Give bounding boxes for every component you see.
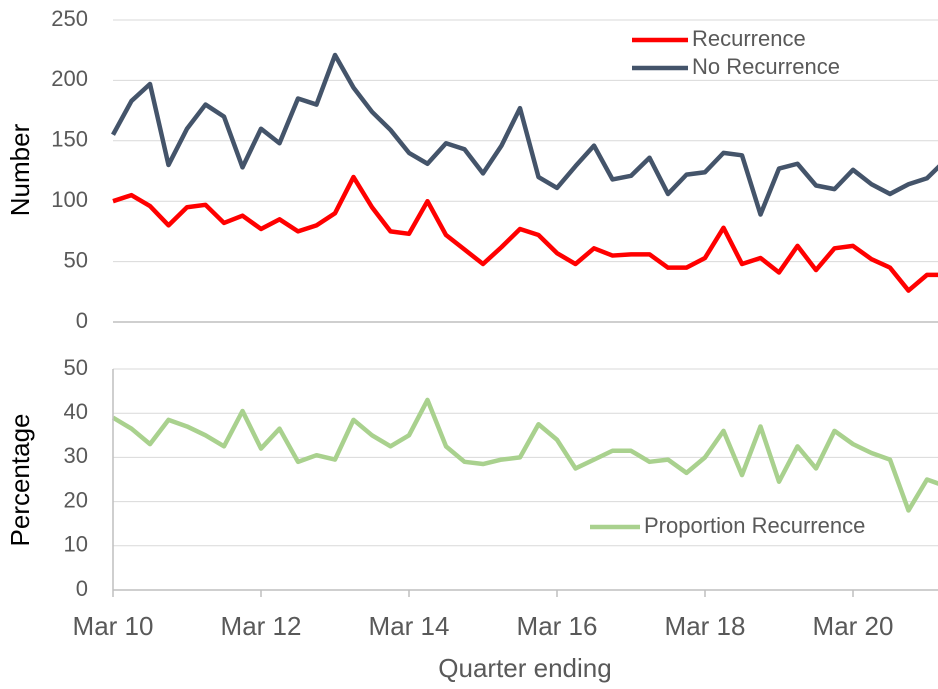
series-line	[112, 174, 938, 293]
y-axis-label: Number	[5, 123, 35, 216]
y-tick-label: 20	[64, 487, 88, 512]
y-axis-label: Percentage	[5, 414, 35, 547]
legend-label: Proportion Recurrence	[644, 513, 865, 538]
legend-label: Recurrence	[692, 26, 806, 51]
y-tick-label: 0	[76, 308, 88, 333]
x-tick-label: Mar 14	[369, 611, 450, 641]
y-tick-label: 200	[51, 66, 88, 91]
x-tick-label: Mar 10	[73, 611, 154, 641]
y-tick-label: 30	[64, 443, 88, 468]
series-line	[111, 52, 938, 217]
y-tick-label: 40	[64, 399, 88, 424]
x-tick-label: Mar 18	[665, 611, 746, 641]
x-tick-label: Mar 20	[813, 611, 894, 641]
y-tick-label: 250	[51, 6, 88, 31]
x-axis-label: Quarter ending	[438, 653, 611, 683]
y-tick-label: 0	[76, 576, 88, 601]
y-tick-label: 150	[51, 127, 88, 152]
x-tick-label: Mar 16	[517, 611, 598, 641]
y-tick-label: 10	[64, 532, 88, 557]
x-tick-label: Mar 12	[221, 611, 302, 641]
series-line	[111, 397, 938, 513]
y-tick-label: 50	[64, 355, 88, 380]
y-tick-label: 100	[51, 187, 88, 212]
legend-label: No Recurrence	[692, 54, 840, 79]
y-tick-label: 50	[64, 247, 88, 272]
